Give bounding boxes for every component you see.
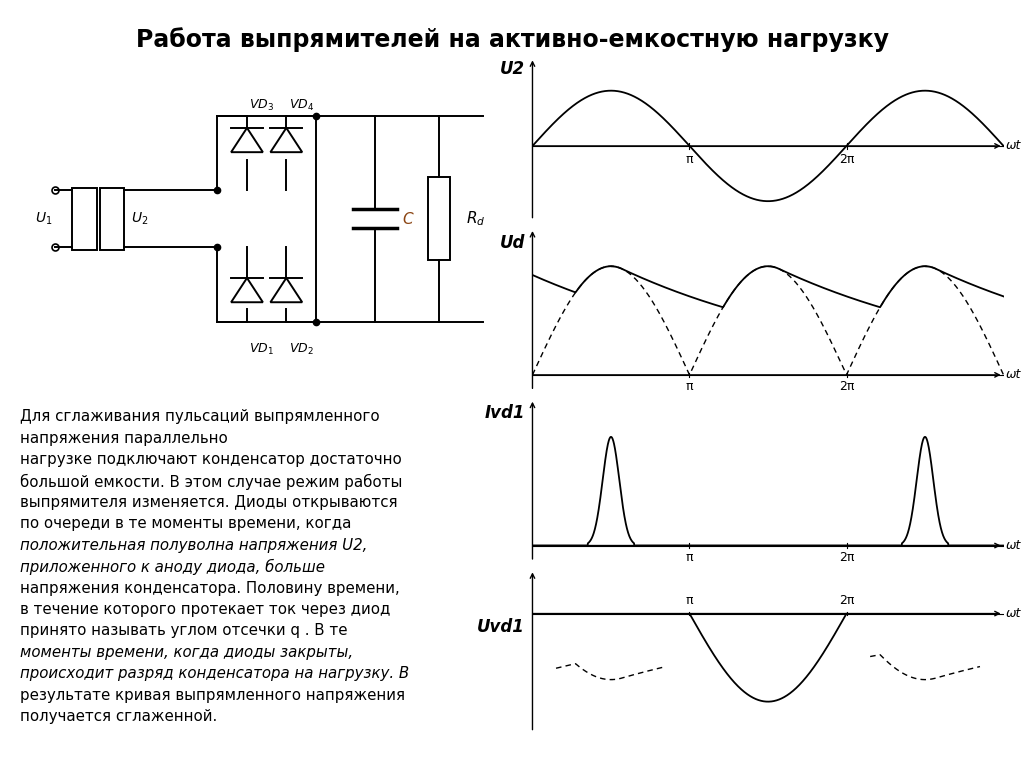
Text: в течение которого протекает ток через диод: в течение которого протекает ток через д… [20,602,391,617]
Text: напряжения конденсатора. Половину времени,: напряжения конденсатора. Половину времен… [20,581,400,596]
Text: 2π: 2π [839,551,854,564]
Text: ωt: ωt [1006,607,1021,620]
Text: U2: U2 [500,61,525,78]
Text: происходит разряд конденсатора на нагрузку. В: происходит разряд конденсатора на нагруз… [20,667,410,681]
Text: $VD_1$: $VD_1$ [250,342,274,357]
Text: $U_2$: $U_2$ [131,210,148,227]
Text: $VD_3$: $VD_3$ [250,98,274,114]
Bar [99,188,124,249]
Text: нагрузке подключают конденсатор достаточно: нагрузке подключают конденсатор достаточ… [20,453,402,467]
Text: по очереди в те моменты времени, когда: по очереди в те моменты времени, когда [20,516,352,532]
Bar [73,188,97,249]
Text: $C$: $C$ [401,211,415,226]
Bar [428,177,450,260]
Text: $VD_4$: $VD_4$ [289,98,314,114]
Text: 2π: 2π [839,380,854,393]
Text: Ivd1: Ivd1 [484,404,525,423]
Text: получается сглаженной.: получается сглаженной. [20,709,218,724]
Text: выпрямителя изменяется. Диоды открываются: выпрямителя изменяется. Диоды открываютс… [20,495,398,510]
Text: ωt: ωt [1006,539,1021,552]
Text: Работа выпрямителей на активно-емкостную нагрузку: Работа выпрямителей на активно-емкостную… [135,27,889,51]
Text: $U_1$: $U_1$ [36,210,53,227]
Text: большой емкости. В этом случае режим работы: большой емкости. В этом случае режим раб… [20,473,402,490]
Text: результате кривая выпрямленного напряжения: результате кривая выпрямленного напряжен… [20,687,406,703]
Text: Ud: Ud [500,234,525,252]
Text: приложенного к аноду диода, больше: приложенного к аноду диода, больше [20,559,326,575]
Text: π: π [686,153,693,166]
Text: напряжения параллельно: напряжения параллельно [20,431,228,446]
Text: 2π: 2π [839,153,854,166]
Text: π: π [686,594,693,607]
Text: принято называть углом отсечки q . В те: принято называть углом отсечки q . В те [20,624,348,638]
Text: π: π [686,380,693,393]
Text: $VD_2$: $VD_2$ [289,342,313,357]
Text: положительная полуволна напряжения U2,: положительная полуволна напряжения U2, [20,538,368,553]
Text: моменты времени, когда диоды закрыты,: моменты времени, когда диоды закрыты, [20,645,353,660]
Text: π: π [686,551,693,564]
Text: Uvd1: Uvd1 [477,618,525,636]
Text: ωt: ωt [1006,140,1021,153]
Text: ωt: ωt [1006,368,1021,381]
Text: Для сглаживания пульсаций выпрямленного: Для сглаживания пульсаций выпрямленного [20,410,380,424]
Text: $R_d$: $R_d$ [466,209,485,228]
Text: 2π: 2π [839,594,854,607]
